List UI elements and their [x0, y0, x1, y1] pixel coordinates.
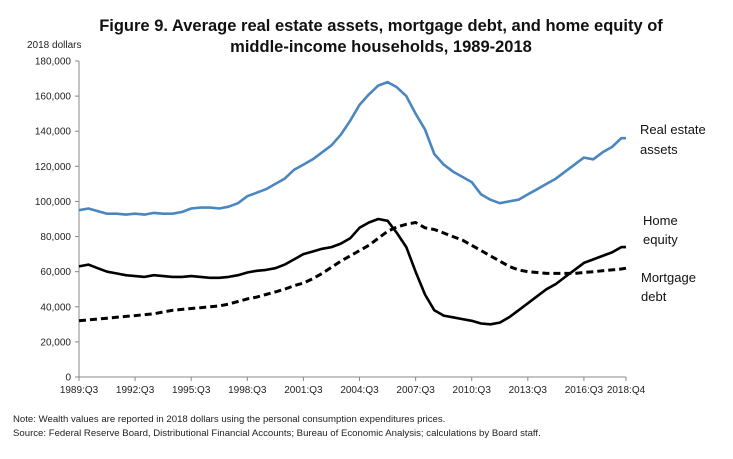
series-label-mortgage-debt: Mortgage debt: [641, 270, 696, 304]
series-line-mortgage-debt: [78, 221, 627, 323]
y-tick-label: 80,000: [40, 232, 71, 243]
x-tick-label: 2010:Q3: [453, 385, 492, 396]
series-label-real-estate-line-1: Real estate: [640, 122, 706, 137]
note-text: Note: Wealth values are reported in 2018…: [13, 414, 446, 425]
x-tick-label: 2001:Q3: [284, 385, 323, 396]
y-tick-label: 40,000: [40, 302, 71, 313]
series-label-mortgage-debt-line-2: debt: [641, 289, 667, 304]
x-axis-ticks: 1989:Q3 1992:Q3 1995:Q3 1998:Q3 2001:Q3 2004:…: [60, 377, 646, 396]
x-tick-label: 1989:Q3: [60, 385, 99, 396]
x-tick-label: 2007:Q3: [396, 385, 435, 396]
series-real-estate-assets: [78, 80, 626, 216]
chart-notes: Note: Wealth values are reported in 2018…: [13, 413, 725, 441]
y-tick-label: 140,000: [35, 127, 72, 138]
series-line-real-estate-assets: [78, 80, 626, 216]
series-label-mortgage-debt-line-1: Mortgage: [641, 270, 696, 285]
y-tick-label: 180,000: [35, 57, 72, 68]
chart-title-line-2: middle-income households, 1989-2018: [230, 38, 532, 56]
x-tick-label: 2004:Q3: [340, 385, 379, 396]
y-tick-label: 20,000: [40, 337, 71, 348]
y-axis-unit-label: 2018 dollars: [27, 40, 81, 51]
y-axis-ticks: 0 20,000 40,000 60,000 80,000 100,000 120,000 1…: [35, 57, 79, 384]
series-mortgage-debt: [78, 221, 627, 323]
x-tick-label: 2016:Q3: [565, 385, 604, 396]
line-chart: Figure 9. Average real estate assets, mo…: [27, 17, 706, 396]
series-label-home-equity-line-1: Home: [643, 213, 678, 228]
source-text: Source: Federal Reserve Board, Distribut…: [13, 428, 541, 439]
x-tick-label: 1995:Q3: [172, 385, 211, 396]
y-tick-label: 100,000: [35, 197, 72, 208]
x-tick-label: 2013:Q3: [509, 385, 548, 396]
series-label-real-estate: Real estate assets: [640, 122, 706, 157]
series-label-home-equity-line-2: equity: [643, 232, 678, 247]
x-tick-label: 1998:Q3: [228, 385, 267, 396]
series-lines: [78, 80, 627, 326]
series-label-real-estate-line-2: assets: [640, 142, 678, 157]
series-line-home-equity: [78, 217, 626, 326]
chart-title-line-1: Figure 9. Average real estate assets, mo…: [99, 17, 663, 35]
series-label-home-equity: Home equity: [643, 213, 678, 247]
y-tick-label: 120,000: [35, 162, 72, 173]
x-tick-label: 2018:Q4: [607, 385, 646, 396]
y-tick-label: 160,000: [35, 92, 72, 103]
x-tick-label: 1992:Q3: [116, 385, 155, 396]
series-home-equity: [78, 217, 626, 326]
y-tick-label: 60,000: [40, 267, 71, 278]
y-tick-label: 0: [65, 373, 71, 384]
